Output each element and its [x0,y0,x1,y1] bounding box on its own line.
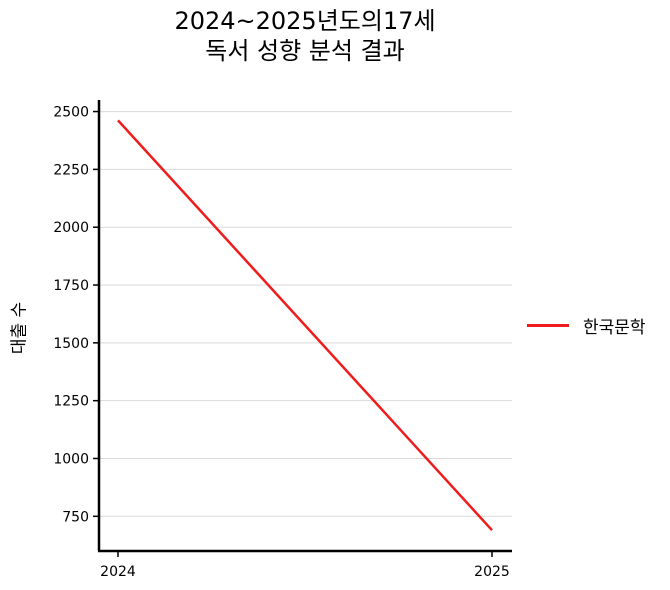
y-tick-label-750: 750 [62,509,89,525]
legend-label-hanguk-munhak: 한국문학 [583,317,646,338]
y-tick-label-1750: 1750 [53,278,89,294]
y-tick-label-2000: 2000 [53,220,89,236]
y-tick-label-1250: 1250 [53,394,89,410]
series-line-0 [117,119,493,532]
y-axis-ticks: 750 1000 1250 1500 1750 2000 2250 2500 [53,105,99,525]
chart-title-line-2: 독서 성향 분석 결과 [205,37,405,65]
y-tick-label-2250: 2250 [53,162,89,178]
series-group [117,119,493,532]
x-axis-ticks: 2024 2025 [100,551,510,580]
y-tick-label-1000: 1000 [53,451,89,467]
x-tick-label-2024: 2024 [100,564,136,580]
y-tick-label-2500: 2500 [53,105,89,121]
y-axis-label: 대출 수 [9,301,30,355]
x-tick-label-2025: 2025 [474,564,510,580]
grid-lines [99,111,512,517]
legend: 한국문학 [527,312,646,338]
legend-swatch-hanguk-munhak [527,323,569,327]
chart-title-line-1: 2024~2025년도의17세 [174,7,436,35]
y-tick-label-1500: 1500 [53,336,89,352]
